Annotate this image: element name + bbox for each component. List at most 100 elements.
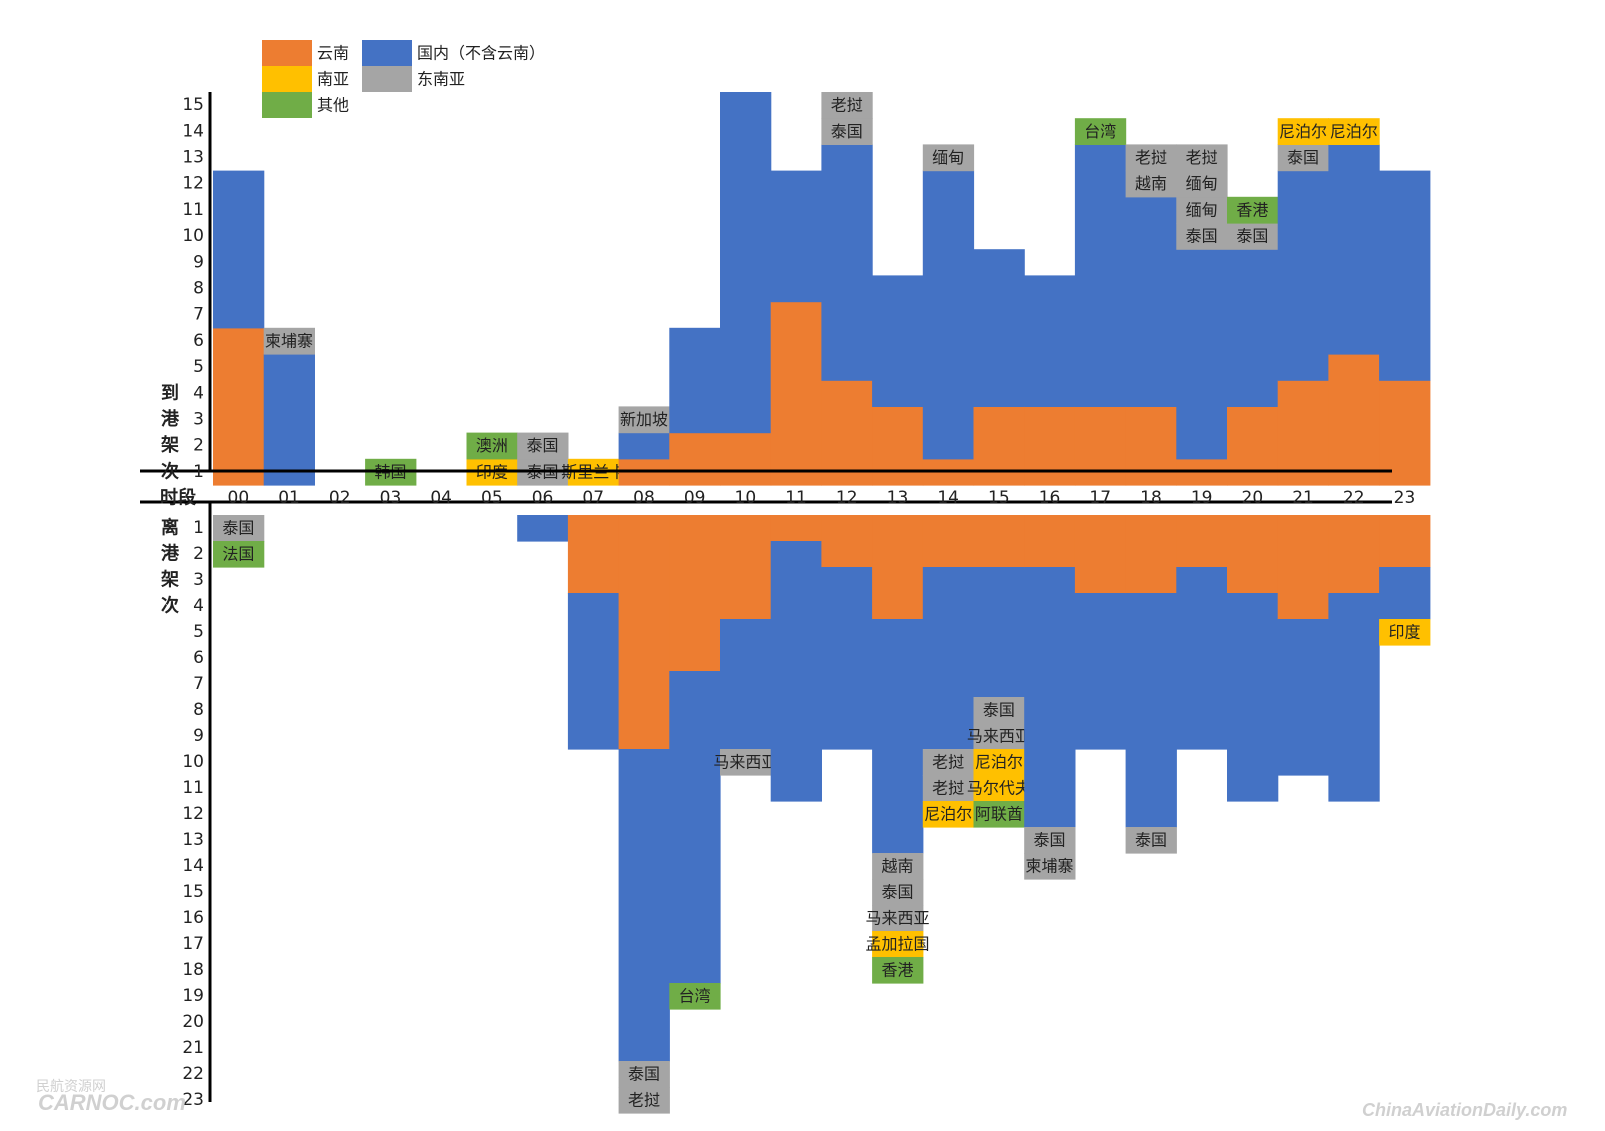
legend-swatch-domestic [362,40,412,66]
arrival-bar-22-yunnan-0 [1328,354,1380,486]
departure-bar-14-yunnan-0 [922,515,975,568]
departures-tick-2: 2 [193,544,204,564]
departure-label-10-2: 马来西亚 [713,753,777,772]
arrivals-axis-title-char-3: 次 [161,460,179,482]
departure-bar-19-yunnan-0 [1176,515,1228,568]
departures-tick-1: 1 [193,518,204,538]
x-tick-label-13: 13 [887,488,909,508]
arrival-label-14-2: 缅甸 [932,148,964,167]
arrival-bar-12-yunnan-0 [821,380,873,486]
arrival-bar-22-domestic-1 [1328,144,1380,355]
departure-bar-00-other-1 [213,541,265,568]
x-tick-label-19: 19 [1191,488,1213,508]
departures-tick-18: 18 [182,960,204,980]
arrival-bar-23-yunnan-0 [1379,380,1431,486]
arrival-bar-18-domestic-1 [1125,196,1177,407]
departure-label-23-2: 印度 [1388,623,1420,642]
departures-tick-8: 8 [193,700,204,720]
departure-label-13-5: 孟加拉国 [865,935,929,954]
departure-label-16-2: 泰国 [1034,831,1066,850]
x-tick-label-01: 01 [278,488,300,508]
arrivals-tick-12: 12 [182,174,204,194]
arrival-label-06-1: 泰国 [527,436,559,455]
arrivals-tick-8: 8 [193,279,204,299]
watermark-left-line2: CARNOC.com [38,1090,186,1115]
departure-bar-12-yunnan-0 [821,515,873,568]
departure-bar-00-southeast_asia-0 [213,515,265,542]
departure-bar-15-domestic-1 [973,567,1025,698]
departure-bar-09-domestic-1 [669,671,721,984]
departure-bar-14-south_asia-4 [922,801,975,828]
arrivals-tick-15: 15 [182,95,204,115]
arrival-bar-09-yunnan-0 [669,432,721,486]
legend-label-other: 其他 [317,96,349,115]
arrival-label-12-2: 泰国 [831,122,863,141]
arrival-label-20-2: 泰国 [1236,227,1268,246]
x-tick-label-15: 15 [988,488,1010,508]
arrivals-tick-4: 4 [193,383,204,403]
x-tick-label-21: 21 [1292,488,1314,508]
arrivals-axis-title-char-2: 架 [161,434,179,456]
departure-bar-20-domestic-1 [1227,593,1279,802]
arrival-bar-16-yunnan-0 [1024,406,1076,486]
arrivals-tick-1: 1 [193,462,204,482]
arrival-label-21-2: 泰国 [1287,148,1319,167]
arrivals-tick-7: 7 [193,305,204,325]
arrival-label-12-3: 老挝 [831,96,863,115]
departure-bar-13-domestic-1 [872,619,924,854]
departure-bar-23-south_asia-2 [1379,619,1431,646]
departure-label-15-3: 马来西亚 [967,727,1031,746]
departure-bar-15-south_asia-5 [973,775,1025,802]
departures-tick-7: 7 [193,674,204,694]
arrivals-tick-5: 5 [193,357,204,377]
departure-label-15-6: 阿联酋 [975,805,1023,824]
legend-label-southeast_asia: 东南亚 [417,70,465,89]
departure-bar-13-yunnan-0 [872,515,924,620]
legend-swatch-yunnan [262,40,312,66]
arrival-label-19-5: 老挝 [1186,148,1218,167]
departure-bar-08-domestic-1 [618,749,670,1062]
departure-bar-13-south_asia-5 [872,931,924,958]
departure-bar-14-southeast_asia-3 [922,775,975,802]
departures-tick-10: 10 [182,752,204,772]
departure-label-15-5: 马尔代夫 [967,779,1031,798]
arrival-bar-21-yunnan-0 [1277,380,1329,486]
departures-axis-title-char-0: 离 [161,517,179,539]
departure-label-14-3: 老挝 [932,779,964,798]
departures-axis-title-char-2: 架 [161,569,179,591]
departure-bar-16-domestic-1 [1024,567,1076,828]
legend-label-yunnan: 云南 [317,44,349,63]
departure-bar-10-southeast_asia-2 [720,749,772,776]
departure-bar-14-domestic-1 [922,567,975,750]
legend-label-domestic: 国内（不含云南） [417,44,545,63]
departure-label-13-6: 香港 [881,961,913,980]
arrival-label-08-2: 新加坡 [620,410,668,429]
departure-label-00-1: 法国 [222,545,254,564]
x-axis-title: 时段 [160,487,197,509]
departure-bar-07-yunnan-0 [567,515,620,594]
departure-bar-09-yunnan-0 [669,515,721,672]
legend-swatch-south_asia [262,66,312,92]
departures-tick-13: 13 [182,830,204,850]
departure-bar-15-other-6 [973,801,1025,828]
arrival-bar-12-southeast_asia-2 [821,118,873,145]
arrival-label-20-3: 香港 [1236,200,1268,219]
departures-tick-12: 12 [182,804,204,824]
arrival-bar-19-southeast_asia-3 [1176,196,1228,224]
arrival-label-17-2: 台湾 [1084,122,1116,141]
departure-bar-13-southeast_asia-3 [872,879,924,906]
arrivals-tick-9: 9 [193,252,204,272]
arrival-bar-12-domestic-1 [821,144,873,381]
departures-tick-22: 22 [182,1064,204,1084]
arrival-bar-09-domestic-1 [669,327,721,434]
departure-bar-17-domestic-1 [1074,593,1127,750]
arrival-bar-21-southeast_asia-2 [1277,144,1329,172]
departures-tick-17: 17 [182,934,204,954]
departure-bar-16-southeast_asia-3 [1024,853,1076,880]
departure-label-08-3: 老挝 [628,1091,660,1110]
arrival-bar-17-domestic-1 [1074,144,1127,407]
departure-label-13-2: 越南 [881,857,913,876]
arrivals-tick-2: 2 [193,436,204,456]
departure-bar-08-southeast_asia-2 [618,1061,670,1088]
departure-bar-10-domestic-1 [720,619,772,750]
